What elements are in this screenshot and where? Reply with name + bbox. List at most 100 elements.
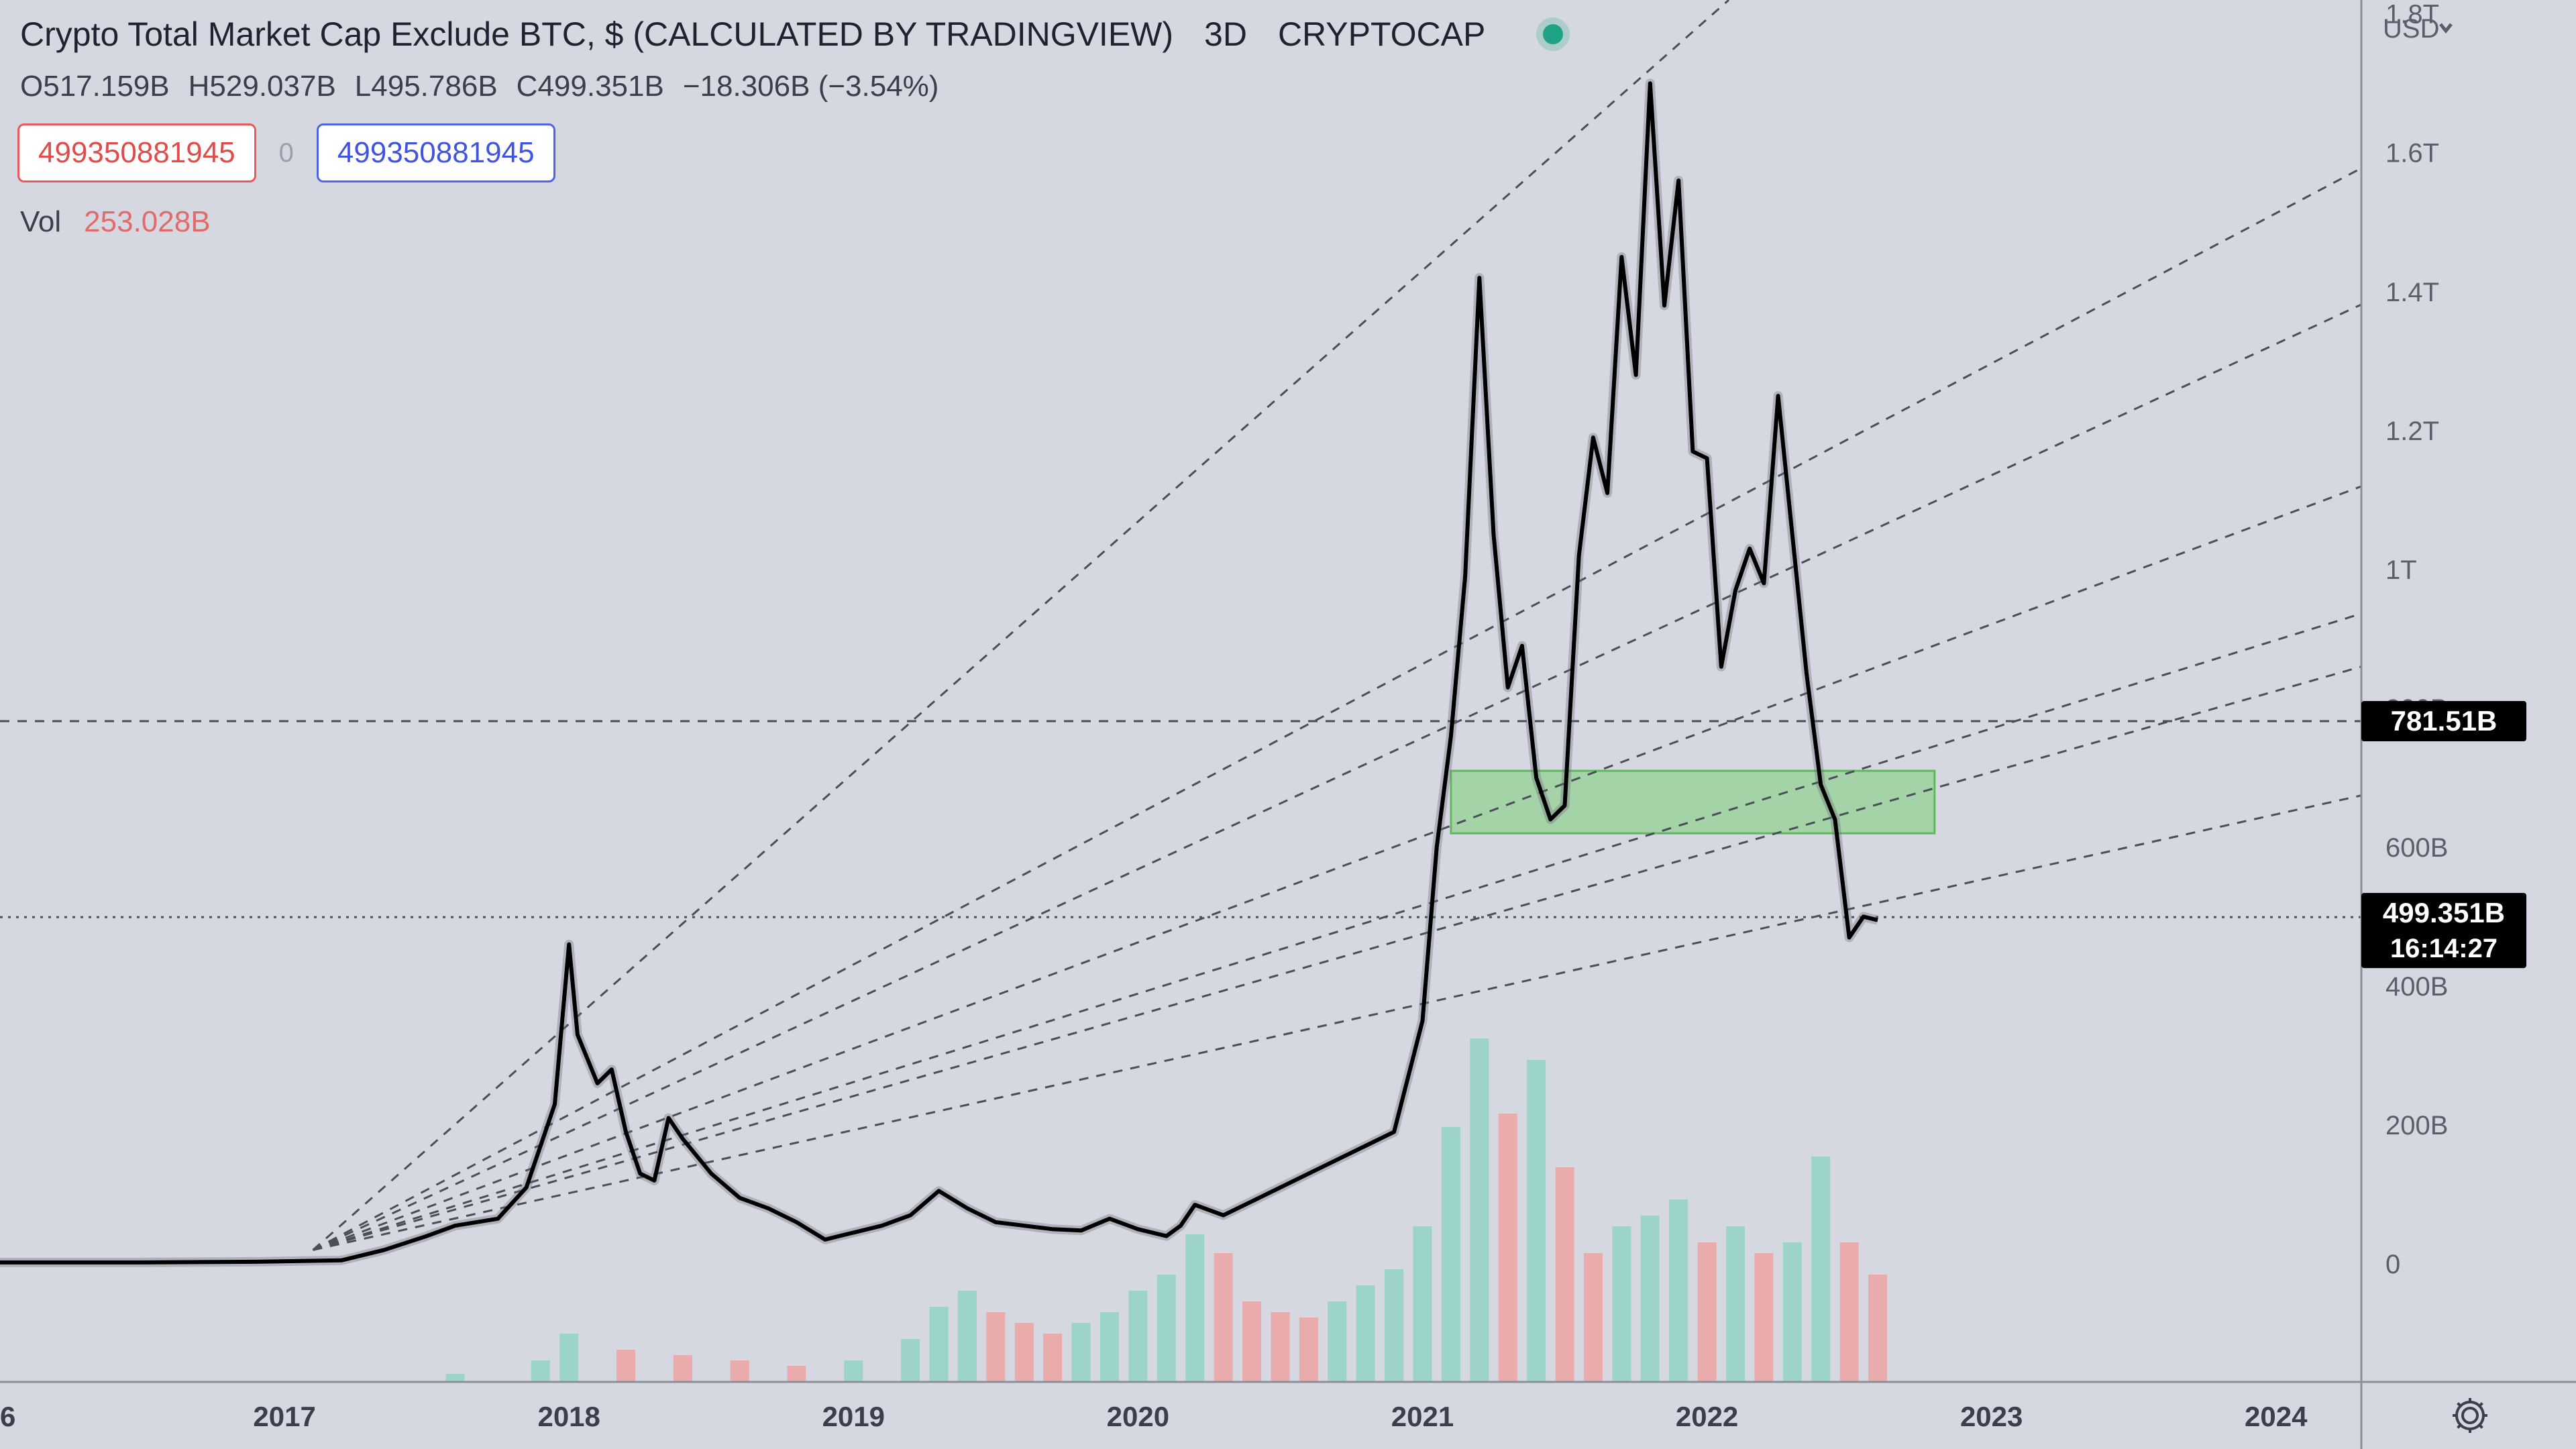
- price-series: [0, 78, 1879, 1267]
- exchange-label[interactable]: CRYPTOCAP: [1277, 15, 1486, 53]
- trend-line: [313, 612, 2362, 1251]
- volume-bar: [1640, 1216, 1660, 1382]
- y-tick-label: 200B: [2385, 1111, 2448, 1140]
- price-axis-panel[interactable]: [2361, 0, 2576, 1382]
- volume-bar: [1470, 1038, 1489, 1382]
- y-tick-label: 400B: [2385, 972, 2448, 1002]
- price-badge-countdown: 16:14:27: [2390, 934, 2498, 963]
- ohlc-values: O517.159B H529.037B L495.786B C499.351B …: [20, 70, 938, 103]
- volume-bar: [929, 1307, 949, 1382]
- trend-line: [313, 665, 2362, 1251]
- volume-bar: [1441, 1127, 1460, 1382]
- volume-bar: [1527, 1060, 1546, 1382]
- spread-value: 0: [278, 138, 294, 168]
- x-tick-label: 2019: [822, 1401, 885, 1432]
- volume-bar: [1128, 1291, 1148, 1382]
- volume-bar: [1014, 1323, 1034, 1382]
- buy-price-button[interactable]: 499350881945: [316, 123, 555, 182]
- volume-bar: [1185, 1234, 1205, 1382]
- volume-bar: [1839, 1242, 1859, 1382]
- trend-line: [312, 167, 2362, 1251]
- volume-bar: [901, 1339, 920, 1382]
- x-tick-label: 2021: [1391, 1401, 1454, 1432]
- y-tick-label: 0: [2385, 1250, 2400, 1279]
- chart-legend-title: Crypto Total Market Cap Exclude BTC, $ (…: [20, 15, 1564, 54]
- volume-bar: [1669, 1199, 1688, 1382]
- price-badge: [2361, 701, 2526, 742]
- volume-bar: [730, 1360, 749, 1382]
- volume-bar: [1271, 1312, 1290, 1382]
- gear-icon[interactable]: [2449, 1394, 2491, 1437]
- quick-trade-row: 499350881945 0 499350881945: [17, 123, 555, 182]
- high-value: H529.037B: [188, 70, 336, 103]
- y-tick-label: 600B: [2385, 833, 2448, 863]
- volume-bar: [1299, 1318, 1318, 1382]
- sell-price-button[interactable]: 499350881945: [17, 123, 256, 182]
- y-tick-label: 1.6T: [2385, 139, 2439, 168]
- volume-legend: Vol 253.028B: [20, 205, 211, 239]
- volume-bar: [1868, 1275, 1888, 1382]
- volume-bar: [1612, 1226, 1631, 1382]
- x-tick-label: 2020: [1107, 1401, 1169, 1432]
- y-tick-label: 1.2T: [2385, 417, 2439, 446]
- market-status-icon: [1543, 24, 1564, 44]
- volume-bar: [1754, 1253, 1774, 1382]
- y-tick-label: 1T: [2385, 555, 2417, 585]
- change-value: −18.306B (−3.54%): [682, 70, 939, 103]
- x-tick-label: 16: [0, 1401, 15, 1432]
- volume-bar: [673, 1355, 692, 1382]
- volume-bar: [986, 1312, 1006, 1382]
- volume-bar: [1385, 1269, 1404, 1382]
- volume-bar: [1099, 1312, 1119, 1382]
- volume-bar: [616, 1350, 636, 1382]
- x-tick-label: 2023: [1960, 1401, 2023, 1432]
- support-zone: [1450, 769, 1936, 835]
- y-tick-label: 1.4T: [2385, 278, 2439, 307]
- volume-bar: [559, 1334, 579, 1382]
- currency-selector[interactable]: USD: [2383, 14, 2453, 44]
- volume-bar: [787, 1366, 806, 1382]
- volume-bar: [1725, 1226, 1745, 1382]
- volume-value: 253.028B: [84, 205, 211, 238]
- price-line: [0, 81, 1878, 1265]
- volume-bar: [1214, 1253, 1233, 1382]
- volume-bar: [1071, 1323, 1091, 1382]
- volume-bar: [445, 1374, 465, 1382]
- price-badges: 781.51B 499.351B 16:14:27: [2361, 701, 2526, 969]
- price-badge: [2361, 893, 2526, 969]
- volume-bar: [1356, 1285, 1375, 1382]
- support-zone-group: [1450, 769, 1936, 835]
- volume-bar: [1782, 1242, 1802, 1382]
- volume-bar: [1811, 1157, 1831, 1382]
- price-badge-label: 781.51B: [2391, 705, 2498, 737]
- volume-bar: [1697, 1242, 1717, 1382]
- volume-bar: [1555, 1167, 1574, 1382]
- volume-bars: [445, 1038, 1888, 1382]
- trend-line: [312, 0, 1730, 1251]
- x-tick-label: 2018: [537, 1401, 600, 1432]
- volume-bar: [1157, 1275, 1176, 1382]
- volume-bar: [1413, 1226, 1432, 1382]
- symbol-title[interactable]: Crypto Total Market Cap Exclude BTC, $ (…: [20, 15, 1174, 53]
- volume-bar: [1043, 1334, 1063, 1382]
- open-value: O517.159B: [20, 70, 170, 103]
- volume-bar: [1242, 1301, 1262, 1382]
- volume-bar: [1583, 1253, 1603, 1382]
- volume-bar: [531, 1360, 550, 1382]
- trend-line: [312, 485, 2362, 1251]
- y-tick-label: 1.8T: [2385, 0, 2439, 30]
- volume-label[interactable]: Vol: [20, 205, 62, 238]
- x-tick-label: 2024: [2245, 1401, 2308, 1432]
- volume-bar: [844, 1360, 863, 1382]
- x-tick-label: 2022: [1676, 1401, 1738, 1432]
- close-value: C499.351B: [516, 70, 664, 103]
- y-axis-ticks: 1.8T1.6T1.4T1.2T1T800B600B400B200B0: [2385, 0, 2448, 1279]
- interval-label[interactable]: 3D: [1204, 15, 1247, 53]
- currency-label[interactable]: USD: [2383, 14, 2439, 44]
- x-tick-label: 2017: [253, 1401, 315, 1432]
- volume-bar: [1328, 1301, 1347, 1382]
- volume-bar: [957, 1291, 977, 1382]
- low-value: L495.786B: [354, 70, 498, 103]
